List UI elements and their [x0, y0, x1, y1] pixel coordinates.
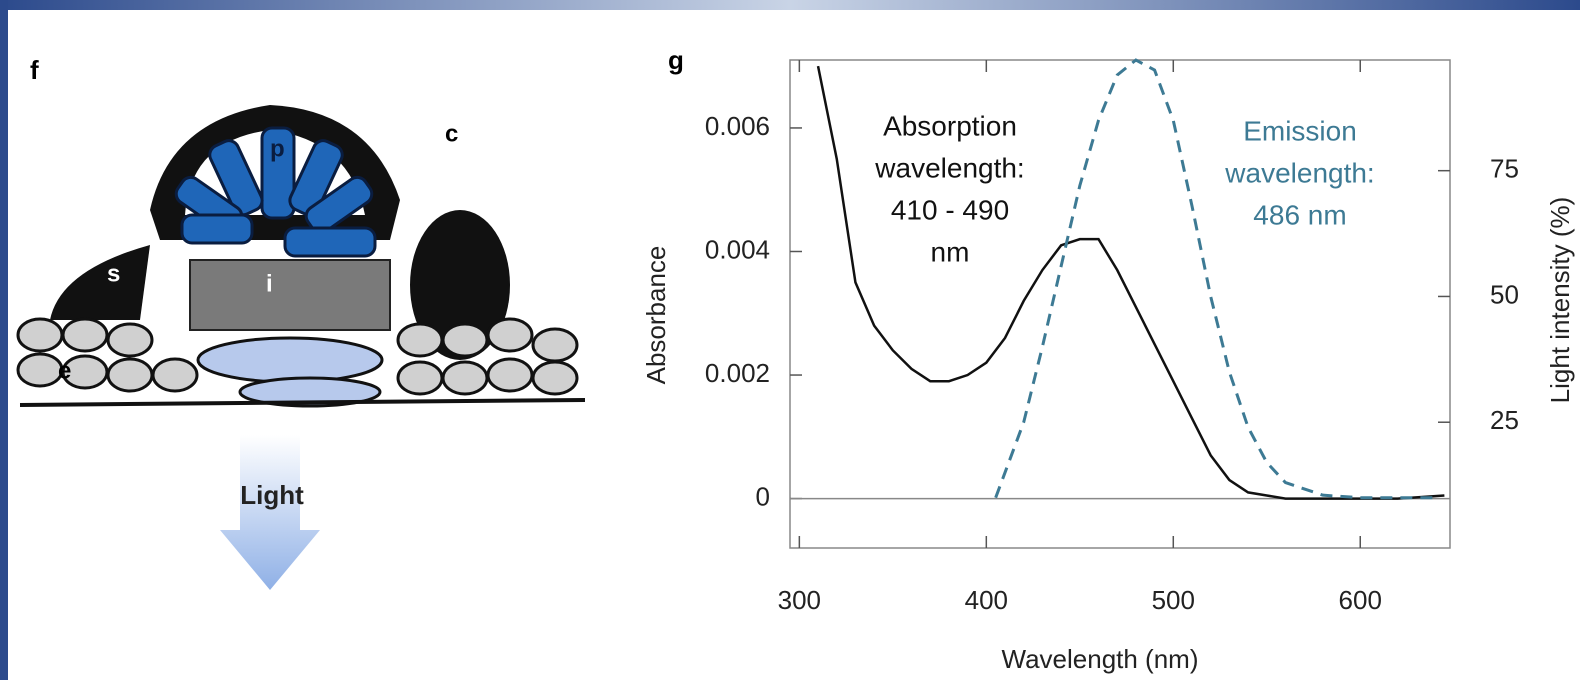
label-i: i — [266, 270, 273, 297]
annotation: 410 - 490 — [891, 194, 1009, 225]
annotation: 486 nm — [1253, 199, 1346, 230]
top-border — [0, 0, 1580, 10]
epithelium — [16, 317, 579, 396]
y-tick-label: 0.006 — [705, 111, 770, 141]
label-s: s — [107, 260, 120, 287]
label-c: c — [445, 120, 458, 147]
annotation: Absorption — [883, 110, 1017, 141]
y2-tick-label: 50 — [1490, 279, 1519, 309]
annotation: nm — [931, 236, 970, 267]
chart: g Wavelength (nm) Absorbance Light inten… — [641, 45, 1575, 674]
photoreceptors — [174, 126, 377, 258]
base-line — [19, 398, 586, 407]
plot-frame — [789, 59, 1451, 549]
x-tick-label: 600 — [1339, 585, 1382, 615]
y-axis-label: Absorbance — [641, 246, 671, 385]
diagram: f p c s i e Light — [16, 55, 586, 590]
left-border — [0, 0, 8, 680]
annotation: wavelength: — [1224, 157, 1374, 188]
y2-axis-label: Light intensity (%) — [1545, 197, 1575, 404]
annotation: Emission — [1243, 115, 1357, 146]
series-line — [994, 58, 1436, 500]
x-axis-label: Wavelength (nm) — [1002, 644, 1199, 674]
series-line — [816, 65, 1445, 500]
y-tick-label: 0.004 — [705, 234, 770, 264]
y-tick-label: 0.002 — [705, 358, 770, 388]
label-p: p — [270, 135, 285, 162]
y-tick-label: 0 — [756, 481, 770, 511]
panel-label: g — [668, 45, 684, 75]
label-e: e — [58, 357, 71, 384]
annotation: wavelength: — [874, 152, 1024, 183]
y2-tick-label: 25 — [1490, 405, 1519, 435]
lens — [196, 336, 384, 384]
x-tick-label: 400 — [965, 585, 1008, 615]
y2-tick-label: 75 — [1490, 154, 1519, 184]
i-cells — [189, 259, 391, 331]
s-cell — [50, 245, 150, 320]
x-tick-label: 500 — [1152, 585, 1195, 615]
lens-lower — [238, 376, 382, 408]
arrow-label: Light — [240, 480, 304, 510]
c-cell — [410, 210, 510, 360]
panel-label: f — [30, 55, 39, 85]
light-arrow — [220, 435, 320, 590]
x-tick-label: 300 — [778, 585, 821, 615]
